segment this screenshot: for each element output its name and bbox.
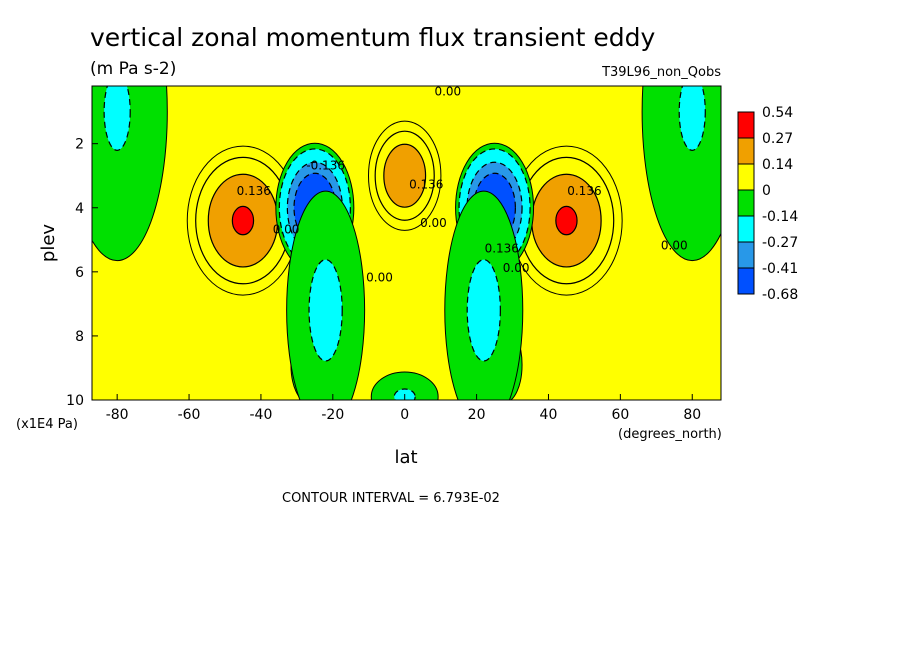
colorbar-label: 0.54 [762,105,793,121]
y-axis-title: plev [38,224,59,263]
colorbar-swatch [737,189,755,217]
contour-label: 0.00 [420,216,447,230]
x-tick-label: -20 [321,407,344,423]
y-tick-label: 10 [66,393,84,409]
contour-labels: 0.00 0.136 0.00 -0.136 0.136 0.00 0.00 0.136 0.0… [237,85,688,285]
colorbar-label: -0.27 [762,235,798,251]
contour-interval: CONTOUR INTERVAL = 6.793E-02 [282,491,500,506]
contour-label: 0.136 [237,184,271,198]
field-feature-0-level-2 [231,205,255,236]
contour-label: 0.00 [366,270,393,284]
plot-frame [91,85,722,401]
colorbar: 0.54 0.27 0.14 0 -0.14 -0.27 -0.41 -0.68 [737,105,798,303]
contour-label: 0.00 [434,85,461,99]
x-tick-label: -80 [106,407,129,423]
x-tick-label: 60 [611,407,629,423]
colorbar-label: -0.68 [762,287,798,303]
units-label: (m Pa s-2) [90,59,176,79]
plot-area [91,85,722,401]
x-tick-label: 40 [540,407,558,423]
contour-label: 0.00 [273,222,300,236]
y-tick-label: 2 [75,137,84,153]
colorbar-label: -0.41 [762,261,798,277]
x-tick-label: -40 [249,407,272,423]
contour-label: 0.00 [661,238,688,252]
field-feature-11-zero-contour [370,371,439,400]
x-tick-label: 0 [400,407,409,423]
field-feature-1-level-2 [555,205,578,236]
y-axis: 2 4 6 8 10 [66,137,98,409]
x-axis: -80 -60 -40 -20 0 20 40 60 80 [106,394,701,423]
y-tick-label: 8 [75,329,84,345]
field-feature-7-level-0 [308,259,343,362]
contour-label: 0.136 [485,242,519,256]
colorbar-label: 0.27 [762,131,793,147]
x-tick-label: 20 [468,407,486,423]
x-tick-label: 80 [683,407,701,423]
y-tick-label: 6 [75,265,84,281]
x-axis-title: lat [394,447,417,468]
contour-label: 0.00 [503,261,530,275]
contour-label: 0.136 [409,178,443,192]
dataset-label: T39L96_non_Qobs [601,65,721,80]
x-tick-label: -60 [178,407,201,423]
colorbar-swatch [737,137,755,165]
colorbar-swatch [737,215,755,243]
colorbar-swatch [737,111,755,139]
y-tick-label: 4 [75,201,84,217]
colorbar-swatch [737,163,755,191]
field-feature-9-level-0 [103,86,131,151]
field-feature-8-level-0 [466,259,501,362]
x-axis-units: (degrees_north) [618,427,722,442]
field-feature-2-level-1 [383,143,427,208]
colorbar-label: -0.14 [762,209,798,225]
colorbar-swatch [737,267,755,295]
colorbar-swatch [737,241,755,269]
chart-title: vertical zonal momentum flux transient e… [90,23,655,52]
contour-label: -0.136 [306,158,345,172]
y-axis-units: (x1E4 Pa) [16,417,78,432]
field-feature-10-level-0 [678,86,706,151]
colorbar-label: 0.14 [762,157,793,173]
colorbar-label: 0 [762,183,771,199]
contour-label: 0.136 [567,184,601,198]
